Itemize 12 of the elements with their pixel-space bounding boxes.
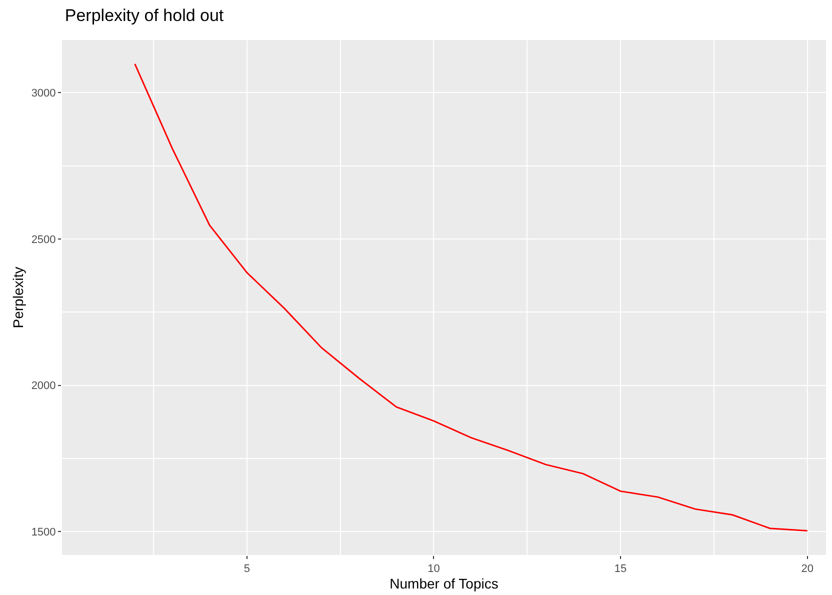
chart-title: Perplexity of hold out bbox=[64, 6, 224, 25]
y-tick-label: 1500 bbox=[31, 526, 56, 538]
y-tick-label: 2000 bbox=[31, 380, 56, 392]
y-tick-label: 2500 bbox=[31, 234, 56, 246]
y-tick-label: 3000 bbox=[31, 88, 56, 100]
x-tick-label: 5 bbox=[244, 563, 250, 576]
x-tick-label: 20 bbox=[801, 563, 814, 576]
x-tick-label: 15 bbox=[614, 563, 627, 576]
line-series bbox=[134, 63, 808, 532]
y-axis-title: Perplexity bbox=[10, 266, 26, 328]
x-axis-title: Number of Topics bbox=[390, 576, 498, 592]
x-tick-label: 10 bbox=[428, 563, 440, 576]
